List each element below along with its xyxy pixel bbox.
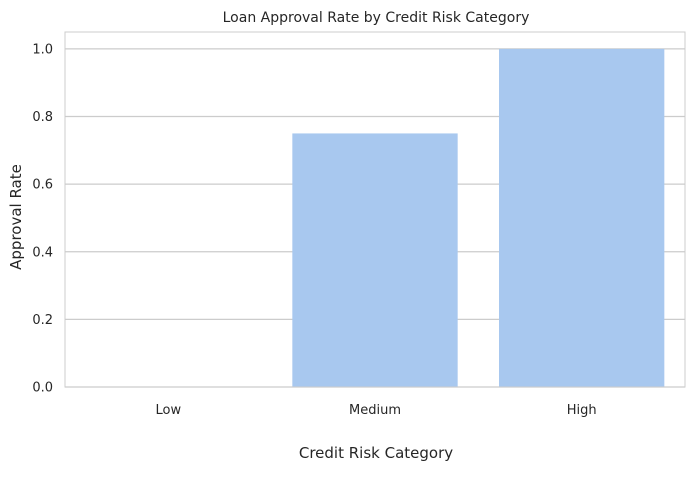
x-tick-label: Medium: [349, 403, 401, 418]
y-tick-label: 0.6: [32, 178, 53, 193]
y-tick-label: 1.0: [32, 42, 53, 57]
y-axis-label: Approval Rate: [7, 164, 25, 270]
x-tick-label: Low: [156, 403, 182, 418]
x-tick-labels: Low Medium High: [156, 403, 597, 418]
y-tick-labels: 0.0 0.2 0.4 0.6 0.8 1.0: [32, 42, 53, 395]
x-axis-label: Credit Risk Category: [299, 444, 453, 462]
plot-frame: [64, 31, 686, 388]
y-tick-label: 0.0: [32, 381, 53, 396]
chart-title: Loan Approval Rate by Credit Risk Catego…: [223, 10, 530, 26]
y-tick-label: 0.4: [32, 245, 53, 260]
x-tick-label: High: [567, 403, 597, 418]
bars: [292, 48, 665, 388]
y-tick-label: 0.2: [32, 313, 53, 328]
bar-high: [499, 48, 665, 388]
bar-medium: [292, 133, 458, 387]
y-tick-label: 0.8: [32, 110, 53, 125]
